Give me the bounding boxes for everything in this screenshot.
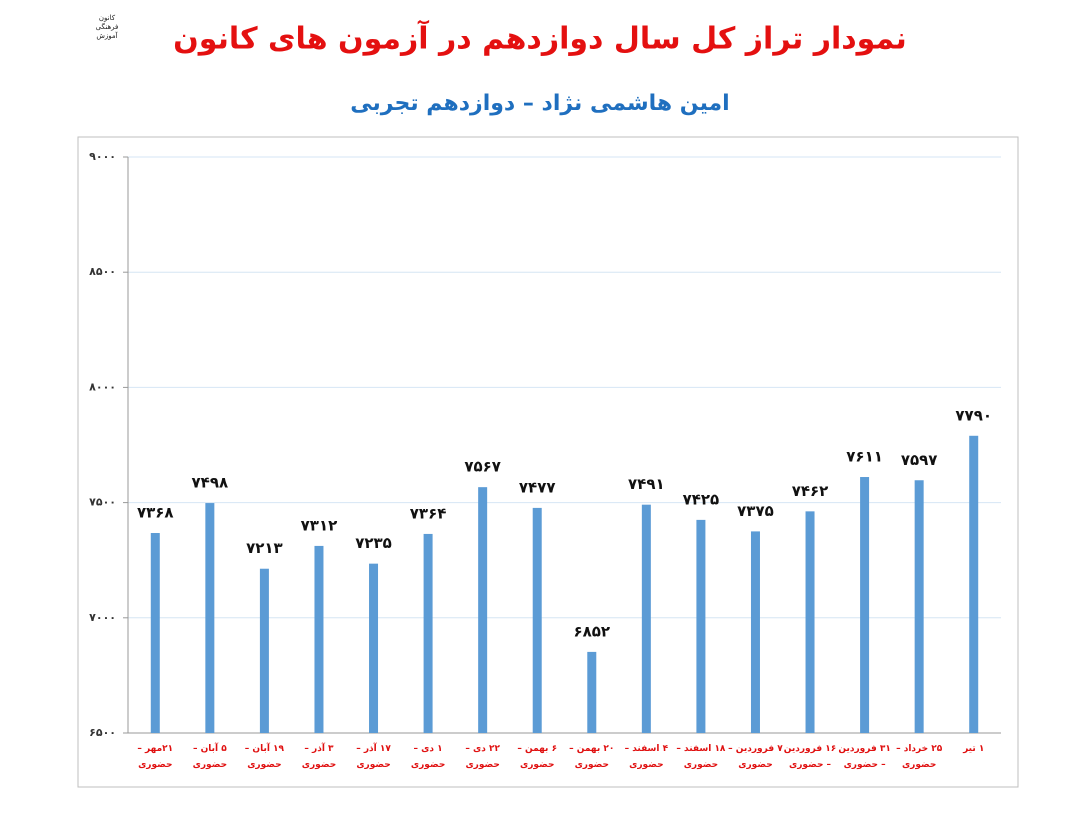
bar — [478, 487, 488, 733]
x-tick-label: ۲۱مهر – حضوری — [137, 744, 174, 770]
chart-title: نمودار تراز کل سال دوازدهم در آزمون های … — [173, 20, 907, 57]
value-label: ۷۵۶۷ — [464, 458, 501, 476]
value-label: ۷۴۹۸ — [192, 474, 229, 492]
value-label: ۷۵۹۷ — [901, 451, 938, 469]
bar — [369, 563, 379, 733]
bar — [914, 480, 924, 733]
x-tick-label: ۱۸ اسفند – حضوری — [676, 744, 726, 770]
chart-frame — [77, 136, 1019, 788]
y-tick-label: ۷۵۰۰ — [89, 496, 116, 509]
bar — [423, 533, 433, 733]
bar — [750, 531, 760, 733]
bar — [314, 545, 324, 733]
bar — [860, 477, 870, 733]
value-label: ۷۴۲۵ — [683, 490, 720, 508]
bar — [587, 651, 597, 733]
x-tick-label: ۲۰ بهمن – حضوری — [569, 744, 615, 770]
x-tick-label: ۳ آذر – حضوری — [301, 744, 337, 770]
value-label: ۷۳۶۸ — [137, 504, 174, 522]
bar — [969, 435, 979, 733]
bar — [641, 504, 651, 733]
bar — [532, 507, 542, 733]
bar — [150, 533, 160, 733]
y-tick-label: ۷۰۰۰ — [89, 611, 116, 624]
x-tick-label: ۴ اسفند – حضوری — [624, 744, 669, 770]
value-label: ۷۴۹۱ — [628, 475, 665, 493]
x-tick-label: ۱۷ آذر – حضوری — [356, 744, 391, 770]
y-tick-label: ۸۰۰۰ — [89, 380, 116, 393]
y-tick-label: ۸۵۰۰ — [89, 265, 116, 278]
bar — [259, 568, 269, 733]
bar — [805, 511, 815, 733]
x-tick-label: ۵ آبان – حضوری — [192, 744, 228, 770]
x-tick-label: ۱ تیر — [963, 744, 985, 754]
x-tick-label: ۷ فروردین – حضوری — [728, 744, 783, 770]
x-tick-label: ۱۹ آبان – حضوری — [244, 744, 285, 770]
logo: کانون فرهنگی آموزش — [95, 14, 119, 40]
bar — [205, 503, 215, 733]
value-label: ۷۳۱۲ — [301, 516, 338, 534]
value-label: ۷۴۶۲ — [792, 482, 829, 500]
x-tick-label: ۶ بهمن – حضوری — [517, 744, 558, 770]
value-label: ۷۶۱۱ — [846, 448, 883, 466]
value-label: ۷۷۹۰ — [955, 406, 992, 424]
value-label: ۷۳۶۴ — [410, 504, 447, 522]
value-label: ۷۴۷۷ — [519, 478, 556, 496]
x-tick-label: ۳۱ فروردین – حضوری — [838, 744, 891, 770]
x-tick-label: ۲۲ دی – حضوری — [465, 744, 500, 770]
chart-subtitle: امین هاشمی نژاد – دوازدهم تجربی — [350, 91, 729, 116]
x-tick-label: ۱ دی – حضوری — [410, 744, 446, 770]
value-label: ۶۸۵۲ — [573, 622, 610, 640]
value-label: ۷۳۷۵ — [737, 502, 774, 520]
y-tick-label: ۶۵۰۰ — [89, 726, 116, 739]
y-tick-label: ۹۰۰۰ — [89, 150, 116, 163]
bar — [696, 519, 706, 733]
value-label: ۷۲۳۵ — [355, 534, 392, 552]
x-tick-label: ۲۵ خرداد – حضوری — [896, 744, 943, 770]
x-tick-label: ۱۶ فروردین – حضوری — [783, 744, 837, 770]
value-label: ۷۲۱۳ — [246, 539, 283, 557]
